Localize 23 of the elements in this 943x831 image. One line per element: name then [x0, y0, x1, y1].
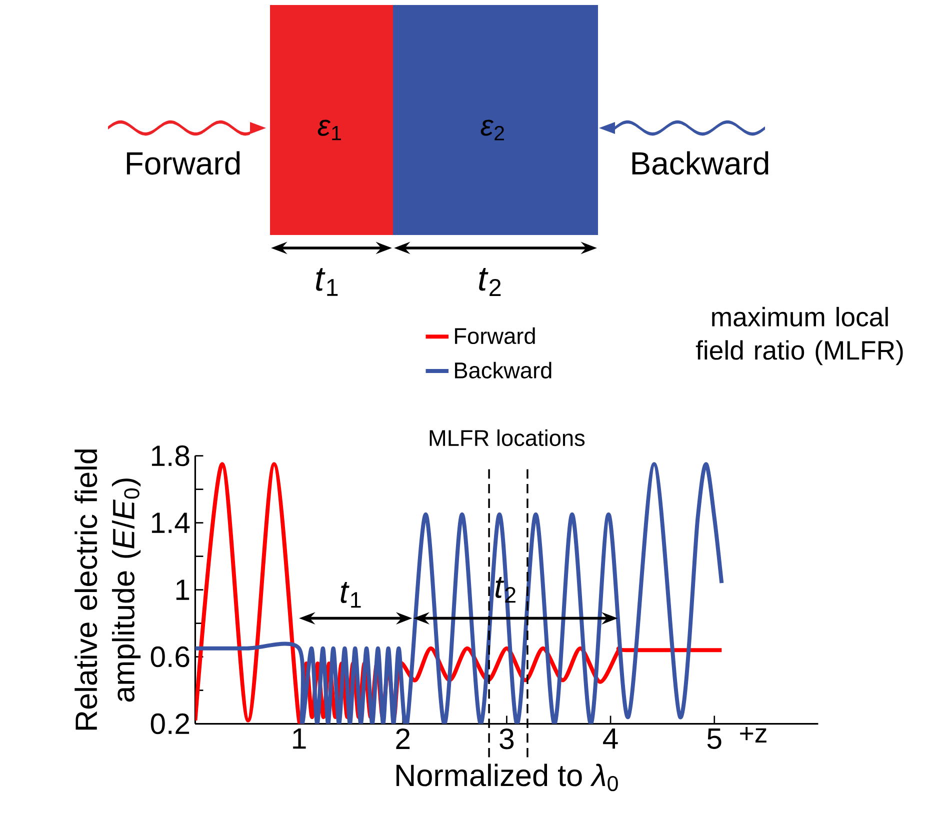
x-tick-label: 1	[293, 728, 306, 749]
x-tick-label: 3	[500, 728, 514, 750]
text: maximum local field ratio (MLFR)	[696, 306, 903, 366]
text: Forward	[126, 151, 240, 175]
x-tick-label: 5	[707, 728, 722, 749]
text: Backward	[632, 151, 768, 175]
legend-label: Backward	[455, 362, 552, 378]
y-tick-label: 0.2	[150, 713, 190, 734]
legend-label: Forward	[455, 327, 535, 344]
y-tick-label: 0.6	[150, 646, 190, 668]
text: ε$_{1}$	[318, 120, 341, 140]
annotation: t$_{1}$	[340, 582, 361, 608]
x-tick-label: 4	[603, 728, 618, 749]
x-tick-label: 2	[396, 728, 410, 749]
text: ε$_{2}$	[480, 120, 504, 140]
text: +z	[740, 727, 766, 742]
ref-line-label: MLFR locations	[430, 429, 585, 446]
text: t$_{2}$	[479, 268, 501, 296]
y-tick-label: 1.4	[152, 512, 190, 533]
x-axis-title: Normalized to λ$_{0}$	[396, 764, 618, 792]
y-tick-label: 1	[176, 580, 190, 600]
text: t$_{1}$	[316, 268, 338, 296]
y-tick-label: 1.8	[152, 445, 190, 466]
